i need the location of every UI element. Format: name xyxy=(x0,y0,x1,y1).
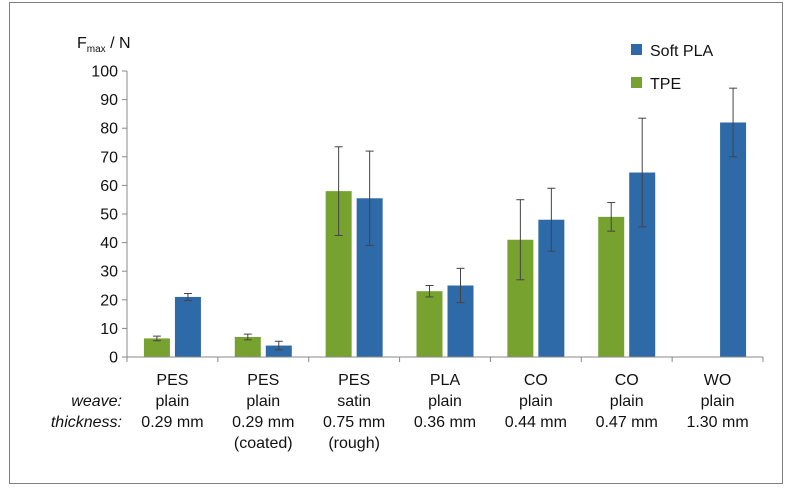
legend-swatch-tpe xyxy=(631,77,642,88)
category-thickness-label: 0.36 mm xyxy=(414,414,476,431)
category-note-label: (rough) xyxy=(328,435,380,452)
category-material-label: PLA xyxy=(430,372,461,389)
category-material-label: PES xyxy=(156,372,188,389)
bar-soft-pla-0 xyxy=(174,296,201,357)
category-material-label: PES xyxy=(247,372,279,389)
category-thickness-label: 0.44 mm xyxy=(505,414,567,431)
category-note-label: (coated) xyxy=(234,435,293,452)
category-weave-label: plain xyxy=(701,393,735,410)
category-thickness-label: 0.47 mm xyxy=(596,414,658,431)
legend-swatch-soft-pla xyxy=(631,44,642,55)
category-thickness-label: 0.29 mm xyxy=(232,414,294,431)
y-tick-label: 80 xyxy=(100,121,118,138)
category-material-label: CO xyxy=(615,372,639,389)
y-tick-label: 60 xyxy=(100,178,118,195)
category-weave-label: plain xyxy=(519,393,553,410)
legend-label: TPE xyxy=(650,76,681,93)
y-tick-label: 0 xyxy=(109,350,118,367)
category-material-label: WO xyxy=(704,372,732,389)
bar-tpe-1 xyxy=(234,336,261,357)
legend-label: Soft PLA xyxy=(650,43,713,60)
y-tick-label: 50 xyxy=(100,207,118,224)
thickness-row-label: thickness: xyxy=(51,414,122,431)
category-labels: PES plain 0.29 mm PES plain 0.29 mm (coated) PE… xyxy=(141,372,748,452)
y-tick-label: 20 xyxy=(100,292,118,309)
category-material-label: PES xyxy=(338,372,370,389)
legend: Soft PLA TPE xyxy=(631,43,713,93)
bar-soft-pla-6 xyxy=(720,122,747,357)
y-axis-label: Fmax / N xyxy=(77,35,131,55)
category-weave-label: plain xyxy=(610,393,644,410)
category-weave-label: plain xyxy=(156,393,190,410)
y-tick-label: 70 xyxy=(100,149,118,166)
category-thickness-label: 1.30 mm xyxy=(686,414,748,431)
bar-tpe-0 xyxy=(143,338,170,357)
category-thickness-label: 0.29 mm xyxy=(141,414,203,431)
category-material-label: CO xyxy=(524,372,548,389)
axes: 0 10 20 30 40 50 60 70 80 90 100 xyxy=(91,64,764,367)
weave-row-label: weave: xyxy=(71,393,122,410)
bar-soft-pla-1 xyxy=(265,345,292,357)
category-thickness-label: 0.75 mm xyxy=(323,414,385,431)
category-weave-label: satin xyxy=(337,393,371,410)
y-tick-label: 90 xyxy=(100,92,118,109)
bar-tpe-3 xyxy=(416,291,443,357)
y-tick-label: 40 xyxy=(100,235,118,252)
bars xyxy=(143,87,747,357)
bar-tpe-5 xyxy=(598,216,625,357)
y-tick-label: 10 xyxy=(100,321,118,338)
y-tick-label: 100 xyxy=(91,64,118,81)
category-weave-label: plain xyxy=(428,393,462,410)
category-weave-label: plain xyxy=(246,393,280,410)
y-tick-label: 30 xyxy=(100,264,118,281)
